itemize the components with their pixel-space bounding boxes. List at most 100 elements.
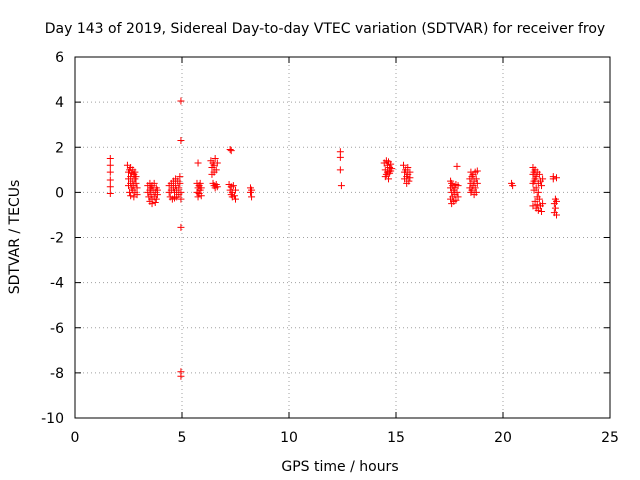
data-point bbox=[454, 182, 462, 190]
data-point bbox=[213, 183, 221, 191]
data-point bbox=[405, 177, 413, 185]
data-point bbox=[227, 147, 235, 155]
data-point bbox=[553, 174, 560, 182]
data-point bbox=[472, 188, 480, 196]
x-tick-label: 20 bbox=[494, 430, 512, 446]
x-tick-label: 25 bbox=[601, 430, 619, 446]
data-point bbox=[473, 167, 481, 175]
data-point bbox=[151, 199, 159, 207]
axis-tick-labels: 0 5 10 15 20 25 -10 -8 -6 -4 -2 0 2 4 6 bbox=[41, 50, 619, 446]
data-point bbox=[551, 204, 559, 212]
data-point bbox=[131, 168, 139, 176]
data-point bbox=[213, 159, 221, 167]
data-point bbox=[177, 188, 185, 196]
data-point bbox=[539, 200, 547, 208]
data-point bbox=[226, 146, 234, 154]
data-point bbox=[177, 195, 185, 203]
data-point bbox=[553, 211, 560, 219]
data-point bbox=[336, 166, 344, 174]
data-point bbox=[453, 188, 461, 196]
data-point bbox=[148, 200, 156, 208]
data-point bbox=[553, 197, 560, 205]
data-point bbox=[248, 186, 256, 194]
y-tick-label: -6 bbox=[50, 321, 64, 337]
data-point bbox=[106, 155, 114, 163]
y-axis-label: SDTVAR / TECUs bbox=[7, 180, 23, 295]
data-point bbox=[471, 184, 479, 192]
data-point bbox=[176, 173, 184, 181]
y-tick-label: 6 bbox=[55, 50, 64, 66]
data-point bbox=[229, 182, 237, 190]
data-point bbox=[177, 136, 185, 144]
y-tick-label: -4 bbox=[50, 276, 64, 292]
grid-lines bbox=[75, 57, 610, 418]
data-point bbox=[532, 184, 540, 192]
x-tick-label: 0 bbox=[71, 430, 80, 446]
data-point bbox=[535, 170, 543, 178]
x-axis-label: GPS time / hours bbox=[281, 459, 398, 475]
data-point bbox=[539, 175, 547, 183]
data-point bbox=[337, 182, 345, 190]
data-point bbox=[385, 175, 393, 183]
data-point bbox=[176, 179, 184, 187]
y-tick-label: -8 bbox=[50, 366, 64, 382]
data-point bbox=[150, 179, 158, 187]
data-point bbox=[194, 159, 202, 167]
data-point bbox=[387, 160, 395, 168]
data-point bbox=[232, 195, 239, 203]
data-point bbox=[133, 191, 141, 199]
data-point bbox=[454, 193, 462, 201]
data-point bbox=[177, 223, 185, 231]
y-tick-label: 0 bbox=[55, 185, 64, 201]
data-point bbox=[230, 192, 238, 200]
data-point bbox=[132, 179, 140, 187]
data-point bbox=[127, 192, 135, 200]
data-point bbox=[197, 184, 205, 192]
data-point bbox=[535, 195, 543, 203]
y-tick-label: 4 bbox=[55, 95, 64, 111]
data-point bbox=[196, 179, 204, 187]
data-point bbox=[533, 201, 541, 209]
data-point bbox=[106, 168, 114, 176]
data-point bbox=[538, 182, 546, 190]
data-point bbox=[212, 166, 220, 174]
data-point bbox=[177, 372, 185, 380]
data-point bbox=[194, 193, 202, 201]
x-tick-label: 15 bbox=[387, 430, 405, 446]
data-point bbox=[399, 161, 407, 169]
data-point bbox=[211, 155, 219, 163]
data-points bbox=[106, 97, 560, 380]
x-tick-label: 10 bbox=[280, 430, 298, 446]
data-point bbox=[509, 182, 517, 190]
plot-frame bbox=[74, 56, 611, 419]
data-point bbox=[473, 179, 481, 187]
data-point bbox=[534, 206, 542, 214]
y-tick-label: 2 bbox=[55, 140, 64, 156]
data-point bbox=[388, 165, 396, 173]
data-point bbox=[153, 191, 161, 199]
data-point bbox=[106, 176, 114, 184]
data-point bbox=[175, 184, 183, 192]
y-tick-label: -10 bbox=[41, 411, 64, 427]
data-point bbox=[106, 183, 114, 191]
data-point bbox=[132, 173, 140, 181]
data-point bbox=[406, 174, 414, 182]
x-tick-label: 5 bbox=[178, 430, 187, 446]
data-point bbox=[534, 188, 542, 196]
data-point bbox=[453, 162, 461, 170]
data-point bbox=[404, 164, 412, 172]
data-point bbox=[538, 208, 546, 216]
data-point bbox=[197, 192, 205, 200]
data-point bbox=[152, 195, 160, 203]
data-point bbox=[232, 186, 239, 194]
data-point bbox=[336, 153, 344, 161]
data-point bbox=[106, 190, 114, 198]
chart-title: Day 143 of 2019, Sidereal Day-to-day VTE… bbox=[45, 21, 605, 37]
data-point bbox=[248, 193, 256, 201]
data-point bbox=[106, 161, 114, 169]
y-tick-label: -2 bbox=[50, 231, 64, 247]
data-point bbox=[549, 175, 557, 183]
data-point bbox=[472, 175, 480, 183]
data-point bbox=[133, 184, 141, 192]
